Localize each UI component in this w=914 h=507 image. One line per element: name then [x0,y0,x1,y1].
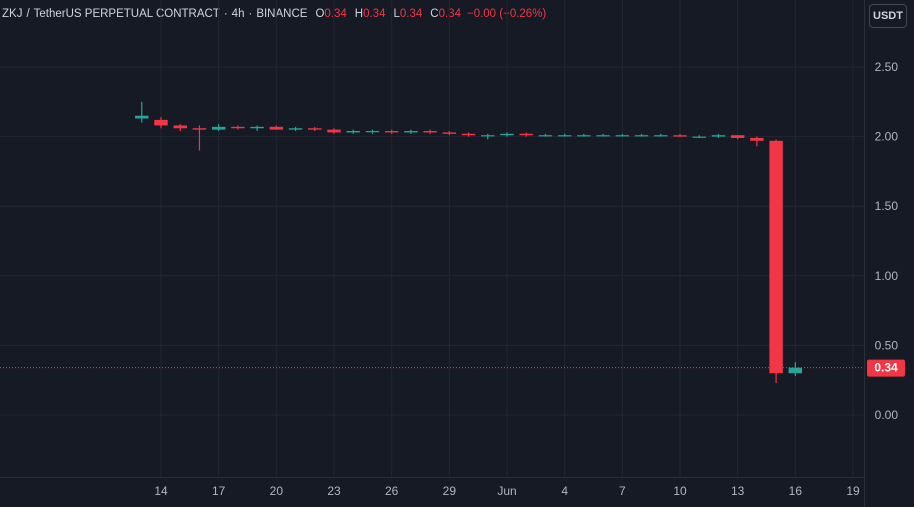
interval-label[interactable]: 4h [231,8,245,20]
candle-body [308,128,322,130]
high-label: H [354,8,364,20]
candle-body [654,135,668,137]
axis-divider [0,0,865,507]
candles [135,101,803,383]
open-label: O [315,8,325,20]
candle-body [730,135,745,138]
pair-description: TetherUS PERPETUAL CONTRACT [33,8,220,20]
candle-body [346,131,360,133]
candle-body [173,125,187,129]
candle-body [634,135,649,137]
candle-body [461,133,476,136]
candle-body [365,131,380,133]
price-tick-label: 2.00 [875,130,899,144]
time-tick-label: 4 [561,484,568,498]
candle-body [231,126,245,129]
candle-body [673,135,687,137]
dot-separator: · [248,8,253,20]
candle-body [788,367,803,374]
last-price-tag-label: 0.34 [874,361,898,375]
time-tick-label: Jun [497,484,516,498]
time-axis[interactable]: 14 17 20 23 26 29 Jun 4 7 10 13 16 19 [154,484,860,498]
candle-body [154,119,168,126]
candle-body [519,133,533,136]
candle-body [404,131,418,133]
currency-button[interactable]: USDT [869,4,907,28]
close-label: C [430,8,439,20]
low-label: L [393,8,400,20]
candle-body [692,136,706,138]
candle-body [423,131,437,133]
candle-body [288,128,303,130]
price-axis[interactable]: 2.50 2.00 1.50 1.00 0.50 0.00 [875,60,899,422]
symbol-separator: / [26,8,30,20]
low-value: 0.34 [399,8,423,20]
candle-body [250,126,264,129]
candle-body [384,131,399,133]
price-tick-label: 2.50 [875,60,899,74]
candle-body [135,115,149,119]
candle-body [577,135,591,137]
candle-body [750,137,764,141]
time-tick-label: 14 [154,484,168,498]
candle-body [538,135,553,137]
price-tick-label: 0.00 [875,408,899,422]
time-tick-label: 26 [385,484,399,498]
candle-body [211,126,226,130]
candle-body [442,132,457,134]
time-tick-label: 13 [731,484,745,498]
time-tick-label: 20 [270,484,284,498]
time-tick-label: 23 [327,484,341,498]
candle-body [481,135,495,137]
candle-body [327,129,341,133]
grid-lines [0,0,864,477]
dot-separator: · [223,8,228,20]
price-tick-label: 1.50 [875,199,899,213]
time-tick-label: 7 [619,484,626,498]
time-tick-label: 17 [212,484,226,498]
candle-body [192,128,207,130]
last-price-marker: 0.34 [0,359,905,377]
time-tick-label: 29 [443,484,457,498]
candle-body [500,133,514,136]
candle-body [596,135,610,137]
candle-body [615,135,630,137]
price-tick-label: 0.50 [875,338,899,352]
price-tick-label: 1.00 [875,269,899,283]
candle-body [269,126,284,130]
exchange-label: BINANCE [256,8,308,20]
time-tick-label: 10 [673,484,687,498]
symbol-legend: ZKJ / TetherUS PERPETUAL CONTRACT · 4h ·… [2,6,546,22]
symbol-name[interactable]: ZKJ [2,8,23,20]
time-tick-label: 16 [789,484,803,498]
candle-body [769,140,783,374]
candle-body [557,135,572,137]
candle-body [711,135,726,137]
open-value: 0.34 [324,8,347,20]
last-price-tag [867,359,905,377]
time-tick-label: 19 [846,484,860,498]
high-value: 0.34 [363,8,386,20]
